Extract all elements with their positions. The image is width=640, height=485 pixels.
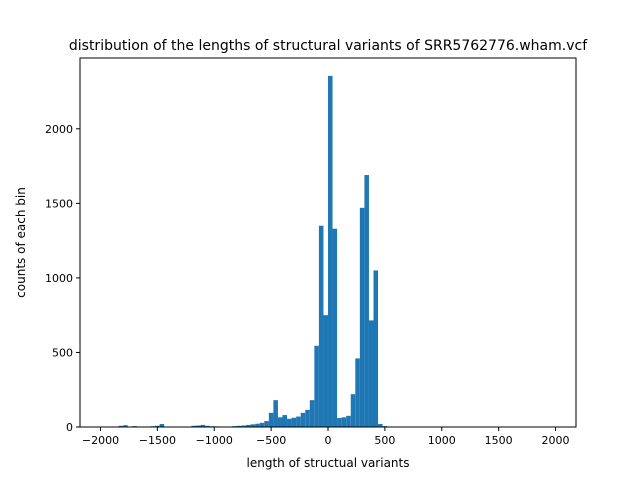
y-axis-label: counts of each bin [14,187,28,298]
histogram-bar-26 [296,416,301,427]
y-axis-ticks: 0 500 1000 1500 2000 [45,123,80,434]
histogram-bar-9 [205,425,210,427]
x-tick-label: 0 [325,434,332,447]
axes-frame [79,57,577,428]
histogram-bar-24 [287,418,292,427]
y-tick-label: 1500 [45,197,73,210]
histogram-bar-22 [277,417,283,427]
histogram-bar-8 [200,424,206,427]
chart-title: distribution of the lengths of structura… [69,38,588,54]
y-tick-label: 2000 [45,123,73,136]
histogram-bar-33 [328,75,333,428]
x-axis-ticks: −2000 −1500 −1000 −500 0 500 1000 1500 2000 [82,427,570,447]
histogram-bar-18 [259,422,265,427]
histogram-bar-38 [350,394,356,427]
x-tick-label: −1000 [196,434,233,447]
histogram-bar-0 [118,425,124,427]
histogram-bar-27 [300,412,306,427]
y-tick-label: 500 [52,346,73,359]
bars-group [118,75,388,428]
x-tick-label: −1500 [139,434,176,447]
histogram-bar-1 [123,425,128,427]
histogram-bar-44 [378,424,383,427]
histogram-bar-6 [191,425,197,427]
histogram-bar-41 [364,175,369,427]
histogram-bar-42 [368,320,374,427]
histogram-bar-14 [241,425,247,427]
histogram-bar-29 [309,400,315,427]
histogram-bar-17 [255,423,260,427]
x-tick-label: −500 [256,434,286,447]
x-tick-label: 1000 [428,434,456,447]
x-tick-label: 2000 [542,434,570,447]
histogram-bar-19 [264,421,269,427]
x-tick-label: 1500 [485,434,513,447]
histogram-bar-36 [341,417,347,427]
histogram-bar-43 [373,270,379,427]
y-tick-label: 1000 [45,272,73,285]
histogram-bar-23 [282,415,288,427]
histogram-bar-13 [236,425,242,427]
histogram-bar-16 [250,424,256,427]
histogram-bar-15 [246,424,251,427]
histogram-bar-25 [291,417,297,427]
x-tick-label: 500 [374,434,395,447]
histogram-bar-37 [346,415,351,427]
histogram-bar-28 [305,409,310,427]
histogram-bar-5 [159,424,165,427]
histogram-bar-40 [359,207,365,427]
histogram-bar-39 [355,358,360,427]
histogram-bar-7 [196,425,201,427]
x-tick-label: −2000 [82,434,119,447]
histogram-bar-34 [332,228,338,427]
histogram-bar-35 [337,418,342,427]
x-axis-label: length of structual variants [247,456,410,470]
y-tick-label: 0 [66,421,73,434]
histogram-bar-20 [268,412,274,427]
histogram-bar-32 [323,315,328,427]
histogram-bar-21 [273,400,278,427]
histogram-bar-4 [155,425,160,427]
histogram-bar-30 [314,345,319,427]
histogram-bar-31 [318,225,324,427]
